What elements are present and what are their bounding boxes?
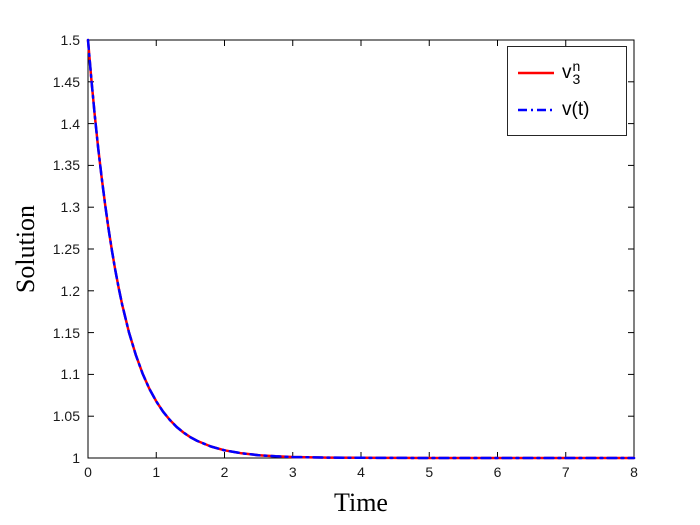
x-tick-label: 6: [493, 464, 502, 480]
y-tick-label: 1.05: [52, 408, 80, 425]
y-tick-label: 1.3: [60, 199, 80, 216]
legend-label-subscript: 3: [572, 70, 581, 87]
y-tick-label: 1.15: [52, 324, 80, 341]
legend-label-base: v: [562, 61, 572, 83]
series-line-1: [86, 38, 636, 460]
y-tick-label: 1.25: [52, 241, 80, 257]
legend-label-v3n: v n 3: [562, 57, 581, 87]
x-tick-label: 0: [84, 464, 92, 480]
legend-entry-exact: v(t): [508, 91, 626, 128]
x-tick-label: 5: [425, 464, 434, 480]
y-tick-label: 1: [72, 450, 80, 466]
x-tick-label: 4: [357, 464, 365, 480]
y-tick-label: 1.5: [60, 32, 80, 48]
legend-label-superscript: n: [572, 57, 581, 74]
y-tick-label: 1.45: [52, 73, 80, 90]
legend-line-dashdot-icon: [518, 108, 554, 111]
x-tick-label: 7: [561, 464, 570, 480]
x-tick-label: 2: [220, 464, 229, 480]
x-tick-label: 1: [152, 464, 161, 480]
y-tick-label: 1.4: [60, 115, 80, 132]
x-tick-label: 3: [288, 464, 297, 480]
legend: v n 3 v(t): [507, 46, 627, 136]
y-tick-label: 1.1: [60, 366, 80, 383]
y-tick-label: 1.2: [60, 282, 80, 299]
x-axis-label: Time: [334, 488, 388, 517]
legend-entry-numerical: v n 3: [508, 54, 626, 91]
legend-label-vt: v(t): [562, 98, 590, 120]
y-tick-label: 1.35: [52, 157, 80, 174]
legend-label-scripts: n 3: [572, 57, 581, 87]
y-axis-label: Solution: [11, 204, 40, 294]
x-tick-label: 8: [630, 464, 638, 480]
legend-line-solid-icon: [518, 71, 554, 74]
